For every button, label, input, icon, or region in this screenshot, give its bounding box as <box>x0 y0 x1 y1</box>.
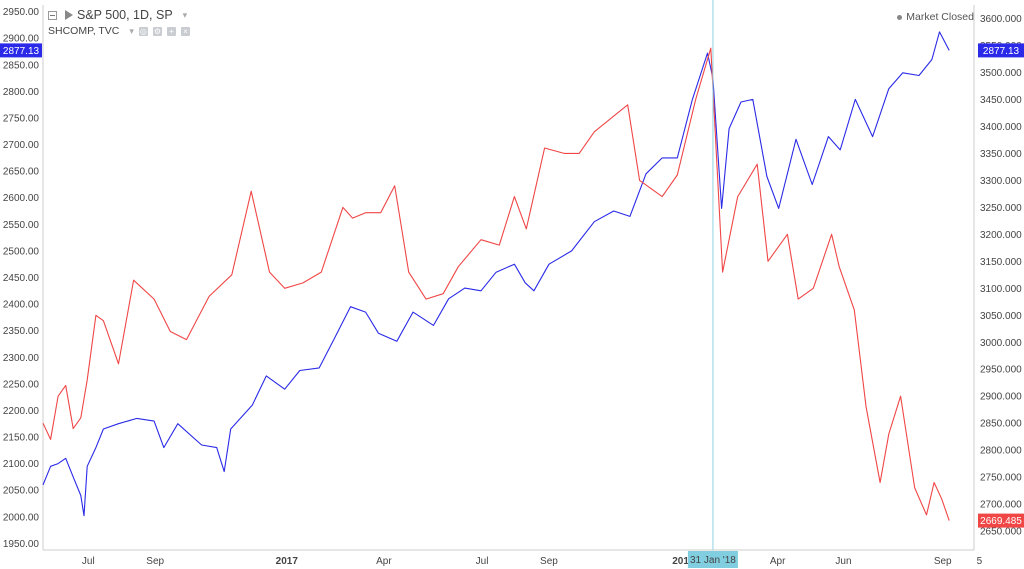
right-tick-label: 3100.000 <box>980 284 1022 295</box>
right-shcomp-price-badge <box>978 513 1024 528</box>
plus-icon[interactable]: + <box>166 26 176 36</box>
time-tick-label: 201 <box>672 556 689 567</box>
left-tick-label: 2250.00 <box>3 379 40 390</box>
time-tick-label: Sep <box>146 556 164 567</box>
time-tick-label: Jul <box>476 556 489 567</box>
close-icon[interactable]: × <box>180 26 190 36</box>
right-shcomp-price-label: 2669.485 <box>980 516 1022 527</box>
time-tick-label: Apr <box>376 556 392 567</box>
sp500-line <box>42 31 950 517</box>
left-tick-label: 1950.00 <box>3 539 40 550</box>
right-sp500-price-badge <box>978 43 1024 58</box>
left-tick-label: 2300.00 <box>3 353 40 364</box>
main-symbol-label: S&P 500, 1D, SP <box>77 8 173 22</box>
time-tick-label: Sep <box>540 556 558 567</box>
time-tick-label: Sep <box>934 556 952 567</box>
price-labels: 2877.13 2877.13 2669.485 <box>0 43 1024 528</box>
right-tick-label: 2700.000 <box>980 500 1022 511</box>
left-tick-label: 2550.00 <box>3 220 40 231</box>
left-tick-label: 2000.00 <box>3 512 40 523</box>
right-tick-label: 3050.000 <box>980 311 1022 322</box>
crosshair-date-badge <box>687 551 738 568</box>
right-tick-label: 3300.000 <box>980 176 1022 187</box>
crosshair-date-label: 31 Jan '18 <box>690 555 736 566</box>
time-tick-label: 5 <box>977 556 983 567</box>
flag-icon[interactable] <box>65 10 73 20</box>
right-tick-label: 3200.000 <box>980 230 1022 241</box>
left-axis: 1950.00 2000.00 2050.00 2100.00 2150.00 2200.… <box>3 5 44 550</box>
left-tick-label: 2400.00 <box>3 300 40 311</box>
compare-series-legend: SHCOMP, TVC ▾ ◎ ⚙ + × <box>48 25 190 37</box>
gear-icon[interactable]: ⚙ <box>152 26 162 36</box>
time-tick-label: 2017 <box>276 556 299 567</box>
time-tick-label: Apr <box>770 556 786 567</box>
right-tick-label: 2750.000 <box>980 473 1022 484</box>
right-tick-label: 2950.000 <box>980 365 1022 376</box>
left-tick-label: 2700.00 <box>3 140 40 151</box>
left-tick-label: 2050.00 <box>3 486 40 497</box>
left-last-price-badge <box>0 43 42 58</box>
right-axis: 2650.000 2700.000 2750.000 2800.000 2850.000… <box>973 5 1022 550</box>
right-tick-label: 3000.000 <box>980 338 1022 349</box>
time-tick-label: Jun <box>835 556 851 567</box>
left-tick-label: 2500.00 <box>3 246 40 257</box>
right-tick-label: 3500.000 <box>980 68 1022 79</box>
right-tick-label: 3350.000 <box>980 149 1022 160</box>
right-tick-label: 2850.000 <box>980 419 1022 430</box>
right-tick-label: 2900.000 <box>980 392 1022 403</box>
right-sp500-price-label: 2877.13 <box>983 46 1020 57</box>
series-layer <box>42 31 950 521</box>
settings-icon[interactable]: ◎ <box>138 26 148 36</box>
dropdown-caret-icon[interactable]: ▾ <box>182 9 188 20</box>
status-dot-icon <box>897 14 903 20</box>
right-tick-label: 2800.000 <box>980 446 1022 457</box>
left-tick-label: 2350.00 <box>3 326 40 337</box>
time-tick-label: Jul <box>82 556 95 567</box>
right-tick-label: 3150.000 <box>980 257 1022 268</box>
collapse-icon[interactable] <box>48 10 57 20</box>
left-tick-label: 2100.00 <box>3 459 40 470</box>
left-tick-label: 2900.00 <box>3 34 40 45</box>
time-axis: Jul Sep 2017 Apr Jul Sep 201 Apr Jun Sep 5 <box>43 549 983 567</box>
legend: S&P 500, 1D, SP ▾ SHCOMP, TVC ▾ ◎ ⚙ + × <box>48 8 190 37</box>
right-tick-label: 2650.000 <box>980 527 1022 538</box>
shcomp-line <box>42 47 950 521</box>
left-tick-label: 2650.00 <box>3 167 40 178</box>
right-tick-label: 3250.000 <box>980 203 1022 214</box>
dropdown-caret-icon[interactable]: ▾ <box>129 25 134 36</box>
market-status-label: Market Closed <box>906 11 974 23</box>
left-tick-label: 2450.00 <box>3 273 40 284</box>
left-tick-label: 2750.00 <box>3 113 40 124</box>
right-tick-label: 3600.000 <box>980 14 1022 25</box>
left-tick-label: 2150.00 <box>3 433 40 444</box>
left-tick-label: 2950.00 <box>3 7 40 18</box>
compare-symbol-label: SHCOMP, TVC <box>48 25 120 37</box>
left-tick-label: 2850.00 <box>3 60 40 71</box>
left-last-price-label: 2877.13 <box>3 46 40 57</box>
left-tick-label: 2200.00 <box>3 406 40 417</box>
main-series-legend: S&P 500, 1D, SP ▾ <box>48 8 190 22</box>
right-tick-label: 3400.000 <box>980 122 1022 133</box>
crosshair: 31 Jan '18 <box>687 0 738 568</box>
market-status: Market Closed <box>897 11 974 23</box>
left-tick-label: 2600.00 <box>3 193 40 204</box>
right-tick-label: 3450.000 <box>980 95 1022 106</box>
left-tick-label: 2800.00 <box>3 87 40 98</box>
